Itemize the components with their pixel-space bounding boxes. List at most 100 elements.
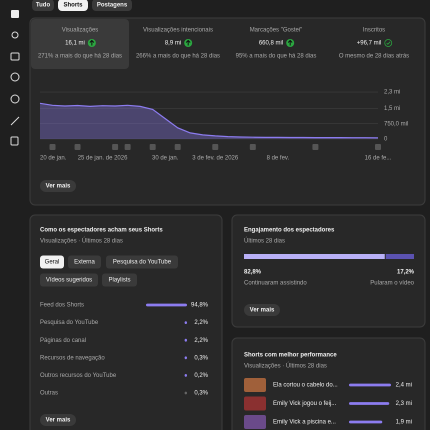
trend-arrow <box>287 39 293 46</box>
source-label: Pesquisa do YouTube <box>40 320 99 326</box>
tab[interactable] <box>32 0 54 11</box>
source-value: 0,3% <box>194 355 208 361</box>
source-label: Páginas do canal <box>40 338 86 344</box>
tab-label: Postagens <box>97 3 128 9</box>
upload-icon <box>312 144 319 150</box>
filter-chip[interactable] <box>106 255 178 269</box>
thumbnail[interactable] <box>244 378 266 392</box>
thumbnail[interactable] <box>244 415 266 429</box>
card-subtitle: Visualizações · Últimos 28 dias <box>244 363 327 370</box>
short-value: 2,4 mi <box>396 383 412 389</box>
engagement-card <box>231 214 426 328</box>
x-tick-label: 3 de fev. de 2026 <box>192 156 239 162</box>
x-tick-label: 16 de fe... <box>365 156 392 162</box>
upload-icon <box>149 144 156 150</box>
engagement-bar <box>244 254 385 259</box>
x-tick-label: 30 de jan. <box>152 156 179 162</box>
metric-label: Inscritos <box>363 28 385 34</box>
short-title: Ela cortou o cabelo do... <box>273 383 338 389</box>
thumbnail[interactable] <box>244 396 266 411</box>
source-bar <box>184 356 187 360</box>
views-line <box>39 102 379 139</box>
same-icon <box>384 39 393 47</box>
filter-chip-label: Externa <box>74 260 95 266</box>
trend-arrow <box>185 39 191 46</box>
upload-icon <box>212 144 219 150</box>
icon[interactable] <box>10 52 20 61</box>
more-button[interactable] <box>244 304 280 316</box>
more-button-label: Ver mais <box>46 184 71 190</box>
engagement-label: Pularam o vídeo <box>370 281 414 287</box>
engagement-value: 82,8% <box>244 270 262 276</box>
metric-change: 95% a mais do que há 28 dias <box>236 54 317 60</box>
metric-change: O mesmo de 28 dias atrás <box>339 54 409 60</box>
upload-icon <box>74 144 81 150</box>
card-subtitle: Visualizações · Últimos 28 dias <box>40 238 123 245</box>
icon[interactable] <box>11 10 19 18</box>
metric-label: Marcações "Gostei" <box>250 28 303 34</box>
y-tick-label: 1,5 mi <box>384 106 400 112</box>
icon[interactable] <box>11 31 19 39</box>
more-button-label: Ver mais <box>250 308 275 314</box>
y-tick-label: 750,0 mil <box>384 121 408 127</box>
tab-label: Tudo <box>36 3 51 9</box>
upload-icon <box>124 144 131 150</box>
filter-chip-label: Pesquisa do YouTube <box>113 260 172 266</box>
source-bar <box>184 391 187 395</box>
source-bar <box>184 374 187 377</box>
upload-icon <box>174 144 181 150</box>
card-title: Como os espectadores acham seus Shorts <box>40 228 163 234</box>
sources-card <box>29 214 223 430</box>
icon[interactable] <box>10 116 20 126</box>
x-tick-label: 25 de jan. de 2026 <box>78 156 128 162</box>
icon[interactable] <box>10 94 20 104</box>
trend-arrow <box>89 39 95 46</box>
short-bar <box>349 383 391 387</box>
tab[interactable] <box>58 0 88 11</box>
more-button[interactable] <box>40 414 76 426</box>
short-value: 2,3 mi <box>396 401 412 407</box>
metric-label: Visualizações <box>62 28 99 34</box>
short-title: Emily Vick jogou o feij... <box>273 401 337 407</box>
filter-chip-label: Vídeos sugeridos <box>46 278 92 284</box>
source-label: Outros recursos do YouTube <box>40 373 117 379</box>
more-button-label: Ver mais <box>46 418 71 424</box>
metric-label: Visualizações intencionais <box>143 28 213 34</box>
source-label: Outras <box>40 391 58 397</box>
icon[interactable] <box>10 136 19 146</box>
filter-chip[interactable] <box>40 255 64 269</box>
filter-chip-label: Geral <box>45 260 60 266</box>
source-value: 2,2% <box>194 338 208 344</box>
engagement-value: 17,2% <box>397 270 415 276</box>
top-shorts-card <box>231 337 426 430</box>
short-value: 1,9 mi <box>396 420 412 426</box>
engagement-bar <box>385 254 414 259</box>
filter-chip[interactable] <box>102 273 137 287</box>
card-subtitle: Últimos 28 dias <box>244 238 285 245</box>
metric-value: +96,7 mil <box>357 41 382 47</box>
views-area <box>40 103 378 139</box>
short-title: Emily Vick a piscina e... <box>273 420 336 426</box>
card-title: Shorts com melhor performance <box>244 353 337 359</box>
source-value: 94,8% <box>191 303 209 309</box>
x-tick-label: 20 de jan. <box>40 156 67 162</box>
source-value: 0,3% <box>194 391 208 397</box>
upload-icon <box>375 144 381 150</box>
metric-value: 16,1 mi <box>65 41 85 47</box>
tab[interactable] <box>92 0 132 11</box>
tab-label: Shorts <box>63 3 83 9</box>
icon[interactable] <box>10 72 20 82</box>
short-bar <box>349 420 383 424</box>
source-label: Feed dos Shorts <box>40 303 84 309</box>
metric-value: 660,8 mil <box>259 41 283 47</box>
more-button[interactable] <box>40 180 76 192</box>
filter-chip[interactable] <box>68 255 101 269</box>
source-value: 2,2% <box>194 320 208 326</box>
source-label: Recursos de navegação <box>40 355 105 361</box>
source-bar <box>146 303 187 307</box>
y-tick-label: 0 <box>384 137 388 143</box>
x-tick-label: 8 de fev. <box>267 156 290 162</box>
filter-chip[interactable] <box>40 273 98 287</box>
short-bar <box>349 402 390 405</box>
